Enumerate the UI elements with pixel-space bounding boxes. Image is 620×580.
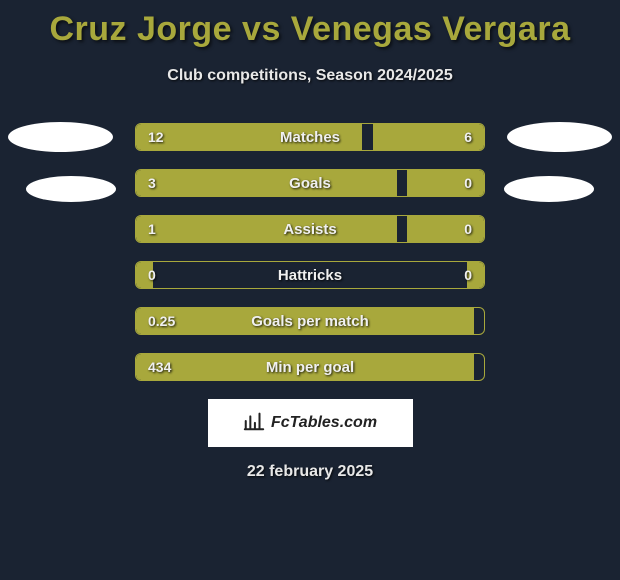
stats-container: 12 6 Matches 3 0 Goals 1 0 Assists 0 0 Hattricks 0.2… xyxy=(0,123,620,381)
stat-label: Assists xyxy=(283,221,336,238)
stat-label: Min per goal xyxy=(266,359,354,376)
stat-label: Goals xyxy=(289,175,331,192)
page-title: Cruz Jorge vs Venegas Vergara xyxy=(0,0,620,49)
chart-icon xyxy=(243,410,265,437)
stat-value-right: 0 xyxy=(464,267,472,283)
date-text: 22 february 2025 xyxy=(0,463,620,481)
stat-label: Matches xyxy=(280,129,340,146)
stat-row: 0 0 Hattricks xyxy=(70,261,550,289)
stat-value-right: 6 xyxy=(464,129,472,145)
stat-value-right: 0 xyxy=(464,175,472,191)
stat-label: Hattricks xyxy=(278,267,342,284)
stat-value-left: 0.25 xyxy=(148,313,175,329)
stat-row: 3 0 Goals xyxy=(70,169,550,197)
stat-bar-right xyxy=(407,216,484,242)
source-badge: FcTables.com xyxy=(208,399,413,447)
stat-bar-right xyxy=(407,170,484,196)
stat-bar-left xyxy=(136,170,397,196)
stat-bar-left xyxy=(136,216,397,242)
stat-row: 0.25 Goals per match xyxy=(70,307,550,335)
stat-row: 12 6 Matches xyxy=(70,123,550,151)
stat-value-left: 434 xyxy=(148,359,171,375)
badge-text: FcTables.com xyxy=(271,414,377,432)
stat-value-left: 1 xyxy=(148,221,156,237)
stat-value-right: 0 xyxy=(464,221,472,237)
stat-row: 434 Min per goal xyxy=(70,353,550,381)
stat-label: Goals per match xyxy=(251,313,369,330)
subtitle: Club competitions, Season 2024/2025 xyxy=(0,67,620,85)
stat-value-left: 3 xyxy=(148,175,156,191)
stat-row: 1 0 Assists xyxy=(70,215,550,243)
stat-value-left: 12 xyxy=(148,129,164,145)
stat-value-left: 0 xyxy=(148,267,156,283)
